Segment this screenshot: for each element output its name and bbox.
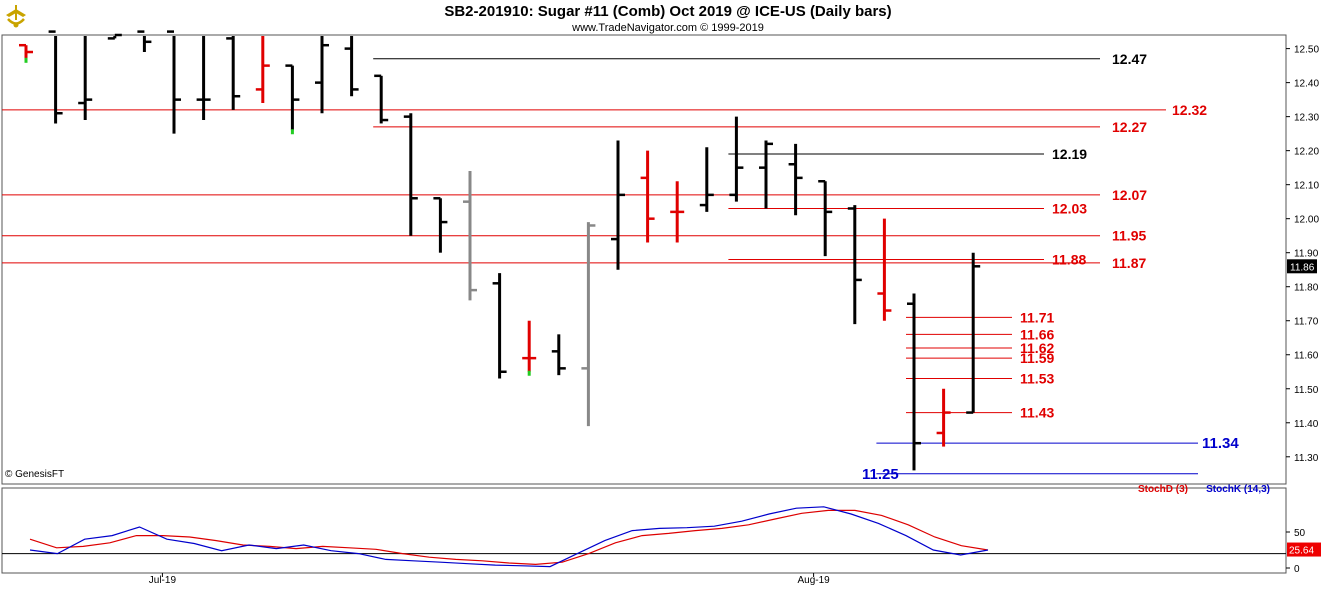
stoch-tick-label: 0 [1294,564,1300,575]
copyright: © GenesisFT [5,469,65,480]
stoch-last-label: 25.64 [1289,546,1314,557]
level-label: 11.88 [1052,252,1086,268]
level-label: 11.71 [1020,309,1054,325]
level-label: 11.34 [1202,435,1239,452]
level-label: 12.03 [1052,200,1087,216]
y-tick-label: 11.30 [1294,453,1319,464]
price-bars [19,30,981,471]
stoch-line [29,509,989,566]
y-tick-label: 11.70 [1294,317,1319,328]
y-tick-label: 11.80 [1294,283,1319,294]
last-price-label: 11.86 [1290,262,1315,273]
y-tick-label: 12.00 [1294,215,1319,226]
level-label: 11.25 [862,466,899,483]
chart-subtitle: www.TradeNavigator.com © 1999-2019 [572,22,764,34]
y-tick-label: 11.60 [1294,351,1319,362]
x-axis: Jul-19 Aug-19 [149,573,830,586]
level-label: 12.32 [1172,102,1207,118]
stoch-last-tag [1287,542,1321,557]
level-label: 12.47 [1112,51,1147,67]
stoch-tick-label: 50 [1294,528,1306,539]
price-panel[interactable] [1,34,1287,485]
level-label: 11.43 [1020,405,1054,421]
y-tick-label: 11.40 [1294,419,1319,430]
level-label: 11.53 [1020,371,1054,387]
stoch-lines [29,506,989,568]
green-marker [290,129,294,135]
level-label: 12.19 [1052,146,1087,162]
level-label: 11.62 [1020,340,1054,356]
level-label: 11.95 [1112,228,1146,244]
y-tick-label: 12.40 [1294,79,1319,90]
y-tick-label: 12.30 [1294,113,1319,124]
legend-stochk: StochK (14,3) [1206,484,1270,495]
price-axis: 12.50 12.40 12.30 12.20 12.10 12.00 11.90 11.80… [1286,45,1319,464]
y-tick-label: 12.10 [1294,181,1319,192]
chart-title: SB2-201910: Sugar #11 (Comb) Oct 2019 @ … [444,3,892,20]
y-tick-label: 12.50 [1294,45,1319,56]
level-label: 12.27 [1112,119,1147,135]
price-levels: 12.47 12.32 12.27 12.19 12.07 12.03 11.95 11.88… [2,51,1239,483]
genesis-logo-icon [6,5,26,28]
x-tick-label: Jul-19 [149,575,177,586]
stoch-line [29,506,989,568]
last-price-tag [1287,259,1317,274]
stochastic-panel[interactable] [1,487,1287,574]
level-label: 11.87 [1112,255,1146,271]
y-tick-label: 11.50 [1294,385,1319,396]
level-label: 11.66 [1020,326,1054,342]
level-label: 11.59 [1020,350,1054,366]
green-marker [24,57,28,63]
x-tick-label: Aug-19 [797,575,830,586]
level-label: 12.07 [1112,187,1147,203]
y-tick-label: 12.20 [1294,147,1319,158]
y-tick-label: 11.90 [1294,249,1319,260]
legend-stochd: StochD (3) [1138,484,1188,495]
green-marker [527,370,531,376]
stoch-axis: 50 0 25.64 [2,528,1321,575]
